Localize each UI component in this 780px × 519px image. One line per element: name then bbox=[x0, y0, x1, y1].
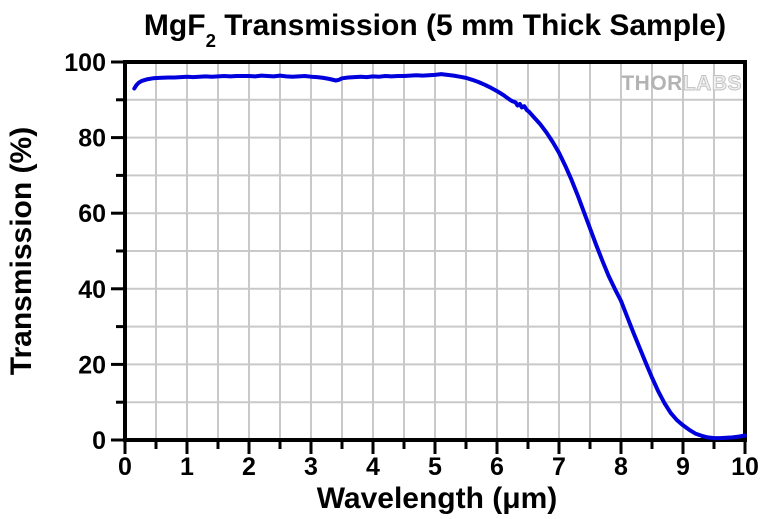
x-axis-title: Wavelength (μm) bbox=[316, 482, 558, 515]
x-tick-label: 2 bbox=[242, 453, 256, 481]
y-tick-label: 60 bbox=[78, 200, 106, 228]
title-formula-subscript: 2 bbox=[205, 29, 216, 51]
thorlabs-watermark: THORLABS bbox=[621, 72, 742, 95]
x-tick-label: 8 bbox=[614, 453, 628, 481]
y-tick-label: 0 bbox=[92, 427, 106, 455]
x-tick-label: 6 bbox=[490, 453, 504, 481]
y-tick-label: 40 bbox=[78, 276, 106, 304]
y-axis-title: Transmission (%) bbox=[5, 126, 38, 376]
title-formula: MgF bbox=[143, 9, 206, 42]
watermark-thor: THOR bbox=[621, 72, 683, 95]
x-tick-label: 7 bbox=[552, 453, 566, 481]
x-tick-label: 4 bbox=[366, 453, 380, 481]
x-tick-label: 1 bbox=[180, 453, 194, 481]
y-tick-label: 100 bbox=[64, 49, 106, 77]
y-tick-label: 20 bbox=[78, 351, 106, 379]
x-tick-label: 0 bbox=[118, 453, 132, 481]
x-tick-label: 5 bbox=[428, 453, 442, 481]
title-text: Transmission (5 mm Thick Sample) bbox=[215, 9, 727, 42]
plot-frame bbox=[123, 60, 747, 442]
x-tick-label: 9 bbox=[676, 453, 690, 481]
transmission-curve bbox=[132, 72, 747, 441]
x-tick-label: 3 bbox=[304, 453, 318, 481]
chart-title: MgF2 Transmission (5 mm Thick Sample) bbox=[143, 9, 727, 49]
watermark-labs: LABS bbox=[683, 72, 742, 95]
y-tick-label: 80 bbox=[78, 125, 106, 153]
x-tick-label: 10 bbox=[731, 453, 759, 481]
